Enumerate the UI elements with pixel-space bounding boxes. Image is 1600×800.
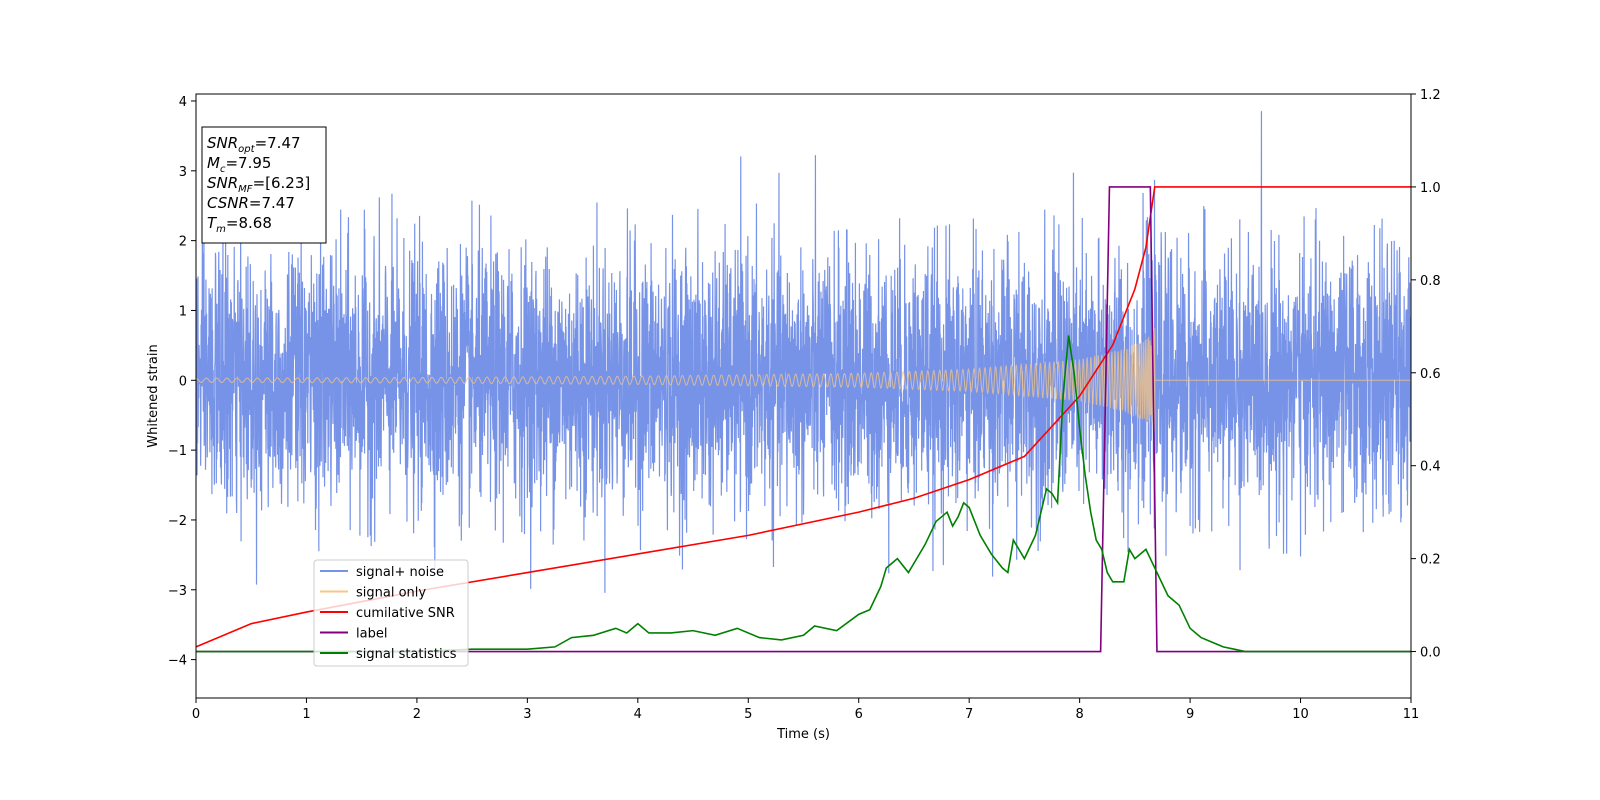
y-right-tick-label: 1.0 — [1420, 181, 1441, 196]
y-left-tick-label: 4 — [179, 95, 187, 110]
legend-frame — [313, 559, 469, 667]
info-line: SNRMF=[6.23] — [207, 174, 310, 195]
y-axis-label: Whitened strain — [146, 344, 161, 447]
y-left-tick-label: −1 — [168, 444, 187, 459]
legend-label-signal-only: signal only — [356, 586, 426, 601]
x-tick-label: 4 — [634, 707, 642, 722]
legend-label-cumilative-snr: cumilative SNR — [356, 606, 455, 621]
y-left-tick-label: −2 — [168, 514, 187, 529]
y-left-tick-label: 1 — [179, 304, 187, 319]
plot-frame — [195, 93, 1412, 699]
y-right-tick-label: 0.2 — [1420, 553, 1441, 568]
y-right-tick-label: 1.2 — [1420, 88, 1441, 103]
series-signal-only-line — [196, 328, 1411, 432]
legend: signal+ noise signal only cumilative SNR la… — [313, 559, 469, 667]
y-left-tick-label: −3 — [168, 584, 187, 599]
series-signal-noise-line — [196, 111, 1411, 593]
x-tick-label: 0 — [192, 707, 200, 722]
legend-label-signal-statistics: signal statistics — [356, 647, 457, 662]
x-tick-label: 8 — [1075, 707, 1083, 722]
x-tick-label: 3 — [523, 707, 531, 722]
y-left-tick-label: 0 — [179, 374, 187, 389]
y-left-tick-label: 2 — [179, 235, 187, 250]
x-tick-label: 7 — [965, 707, 973, 722]
x-tick-label: 1 — [302, 707, 310, 722]
info-line: CSNR=7.47 — [207, 194, 295, 212]
y-right-tick-label: 0.8 — [1420, 274, 1441, 289]
series-signal-statistics-line — [196, 335, 1411, 653]
y-axis-right: 0.0 0.2 0.4 0.6 0.8 1.0 1.2 — [1411, 88, 1441, 661]
info-line: Tm=8.68 — [207, 214, 272, 235]
y-left-tick-label: −4 — [168, 654, 187, 669]
info-line: SNRopt=7.47 — [207, 134, 301, 155]
x-tick-label: 6 — [855, 707, 863, 722]
x-tick-label: 5 — [744, 707, 752, 722]
x-axis-label: Time (s) — [776, 727, 830, 742]
x-tick-label: 9 — [1186, 707, 1194, 722]
x-tick-label: 11 — [1403, 707, 1420, 722]
info-line: Mc=7.95 — [207, 154, 271, 175]
legend-label-signal-noise: signal+ noise — [356, 565, 444, 580]
y-right-tick-label: 0.6 — [1420, 367, 1441, 382]
x-axis: 0 1 2 3 4 5 6 7 8 9 10 11 — [192, 698, 1419, 722]
x-tick-label: 10 — [1292, 707, 1309, 722]
info-box-frame — [201, 126, 327, 244]
y-left-tick-label: 3 — [179, 165, 187, 180]
y-right-tick-label: 0.0 — [1420, 646, 1441, 661]
series-label-line — [196, 186, 1411, 653]
legend-label-label: label — [356, 627, 387, 642]
y-axis-left: −4 −3 −2 −1 0 1 2 3 4 — [168, 95, 196, 669]
x-tick-label: 2 — [413, 707, 421, 722]
y-right-tick-label: 0.4 — [1420, 460, 1441, 475]
